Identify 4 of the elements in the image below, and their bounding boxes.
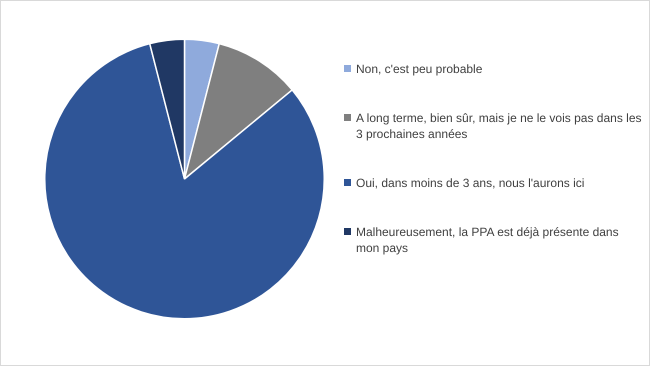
legend-label: Non, c'est peu probable [356, 61, 482, 77]
legend-label: Oui, dans moins de 3 ans, nous l'aurons ici [356, 175, 584, 191]
legend-label: A long terme, bien sûr, mais je ne le vois pas dans les 3 prochaines années [356, 110, 642, 142]
legend-label: Malheureusement, la PPA est déjà présente dans mon pays [356, 224, 620, 256]
